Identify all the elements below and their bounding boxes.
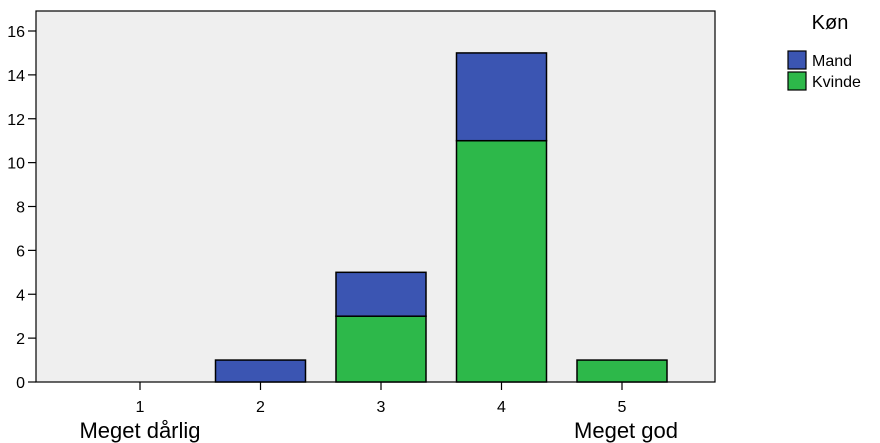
- legend: Køn Mand Kvinde: [787, 12, 861, 91]
- x-tick-label: 3: [377, 399, 386, 416]
- y-tick-label: 14: [7, 68, 25, 85]
- y-tick-label: 6: [16, 243, 25, 260]
- bar-mand-4: [455, 52, 548, 142]
- legend-title: Køn: [812, 12, 849, 34]
- bar-mand-3: [335, 271, 427, 317]
- legend-swatch-mand: [787, 50, 807, 70]
- x-tick-label: 2: [256, 399, 265, 416]
- y-tick-label: 0: [16, 375, 25, 392]
- legend-swatch-kvinde: [787, 71, 807, 91]
- x-end-label-first: Meget dårlig: [79, 418, 200, 443]
- bar-kvinde-3: [335, 315, 427, 383]
- bar-mand-2: [214, 359, 307, 383]
- y-tick-label: 4: [16, 287, 25, 304]
- bar-kvinde-5: [576, 359, 668, 383]
- y-tick-label: 10: [7, 156, 25, 173]
- y-tick-label: 8: [16, 200, 25, 217]
- x-tick-label: 5: [618, 399, 627, 416]
- y-tick-label: 16: [7, 24, 25, 41]
- x-tick-label: 1: [136, 399, 145, 416]
- legend-label-kvinde: Kvinde: [812, 74, 861, 91]
- y-tick-label: 12: [7, 112, 25, 129]
- bars: [214, 52, 668, 383]
- x-axis: 1 2 3 4 5: [136, 382, 627, 416]
- x-end-label-last: Meget god: [574, 418, 678, 443]
- y-axis: 0 2 4 6 8 10 12 14 16: [7, 24, 36, 392]
- y-tick-label: 2: [16, 331, 25, 348]
- legend-label-mand: Mand: [812, 53, 852, 70]
- x-tick-label: 4: [497, 399, 506, 416]
- bar-kvinde-4: [455, 139, 548, 383]
